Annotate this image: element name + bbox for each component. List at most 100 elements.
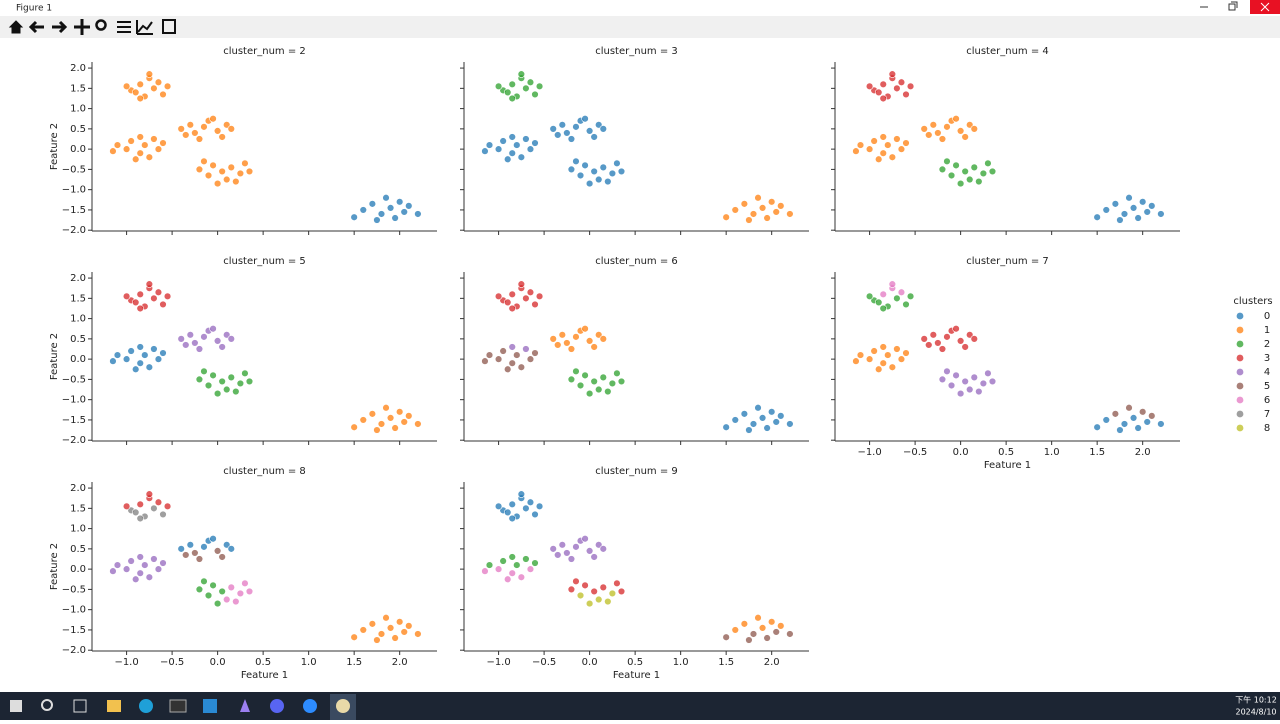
point bbox=[929, 331, 938, 339]
point bbox=[209, 161, 217, 170]
point bbox=[581, 161, 589, 170]
point bbox=[391, 214, 399, 222]
point bbox=[1138, 198, 1147, 206]
y-tick-label: −1.5 bbox=[62, 205, 86, 216]
task-view[interactable] bbox=[73, 699, 87, 713]
point bbox=[517, 280, 526, 288]
point bbox=[749, 210, 758, 218]
point bbox=[763, 634, 771, 642]
x-tick-label: 0.5 bbox=[627, 657, 643, 668]
point bbox=[745, 216, 753, 224]
zoom[interactable] bbox=[303, 699, 317, 713]
point bbox=[943, 123, 951, 131]
point bbox=[145, 70, 154, 78]
search-button[interactable] bbox=[41, 699, 53, 711]
point bbox=[113, 351, 122, 359]
point bbox=[513, 561, 521, 569]
point bbox=[368, 200, 377, 208]
point bbox=[494, 502, 503, 511]
point bbox=[897, 145, 906, 153]
point bbox=[159, 349, 167, 357]
point bbox=[1148, 202, 1156, 210]
point bbox=[136, 343, 144, 351]
axes-button[interactable] bbox=[136, 20, 153, 35]
point bbox=[204, 591, 213, 600]
point bbox=[572, 577, 580, 585]
point bbox=[503, 298, 512, 307]
legend-marker bbox=[1236, 312, 1244, 320]
facet-title: cluster_num = 3 bbox=[595, 46, 678, 57]
point bbox=[159, 510, 167, 519]
legend-marker bbox=[1236, 340, 1244, 348]
point bbox=[150, 294, 158, 303]
point bbox=[970, 373, 978, 382]
point bbox=[136, 149, 144, 157]
legend-label: 1 bbox=[1264, 325, 1270, 336]
point bbox=[888, 153, 897, 161]
back-button[interactable] bbox=[28, 20, 44, 34]
point bbox=[127, 347, 135, 355]
save-button[interactable] bbox=[162, 19, 176, 34]
point bbox=[503, 508, 512, 517]
point bbox=[508, 500, 516, 508]
point bbox=[874, 365, 883, 373]
point bbox=[595, 175, 603, 184]
point bbox=[159, 90, 167, 99]
discord[interactable] bbox=[270, 699, 284, 713]
point bbox=[481, 147, 489, 155]
point bbox=[531, 139, 539, 147]
configure-button[interactable] bbox=[117, 21, 131, 33]
legend-marker bbox=[1236, 410, 1244, 418]
home-button[interactable] bbox=[8, 20, 24, 34]
edge[interactable] bbox=[139, 699, 153, 713]
app[interactable] bbox=[240, 699, 250, 712]
point bbox=[236, 379, 245, 388]
legend-marker bbox=[1236, 424, 1244, 432]
point bbox=[879, 80, 887, 88]
point bbox=[191, 339, 199, 347]
window-controls[interactable] bbox=[1200, 1, 1238, 11]
point bbox=[241, 579, 249, 588]
point bbox=[526, 355, 535, 363]
facet-title: cluster_num = 9 bbox=[595, 466, 678, 477]
explorer[interactable] bbox=[107, 700, 121, 712]
legend-title: clusters bbox=[1233, 296, 1272, 307]
point bbox=[177, 545, 185, 553]
y-tick-label: 2.0 bbox=[70, 63, 86, 74]
clock-time: 下午 10:12 bbox=[1235, 695, 1277, 705]
start-button[interactable] bbox=[10, 700, 22, 712]
point bbox=[884, 351, 892, 359]
vscode[interactable] bbox=[203, 699, 217, 713]
point bbox=[1157, 420, 1165, 428]
forward-button[interactable] bbox=[52, 20, 68, 34]
facet-title: cluster_num = 6 bbox=[595, 256, 678, 267]
point bbox=[414, 630, 422, 638]
point bbox=[195, 345, 204, 353]
point bbox=[947, 381, 956, 390]
point bbox=[865, 292, 874, 301]
point bbox=[777, 412, 785, 420]
point bbox=[947, 171, 956, 180]
point bbox=[961, 133, 969, 141]
point bbox=[141, 561, 149, 569]
point bbox=[608, 379, 617, 388]
point bbox=[585, 127, 594, 135]
point bbox=[503, 155, 512, 163]
point bbox=[1116, 426, 1124, 434]
terminal[interactable] bbox=[169, 699, 187, 713]
point bbox=[350, 213, 358, 221]
close-icon bbox=[1260, 2, 1270, 12]
point bbox=[897, 288, 906, 296]
zoom-button[interactable] bbox=[95, 19, 107, 31]
y-tick-label: 0.5 bbox=[70, 124, 86, 135]
point bbox=[1093, 423, 1101, 431]
point bbox=[938, 345, 947, 353]
y-tick-label: 0.0 bbox=[70, 564, 86, 575]
x-tick-label: −1.0 bbox=[486, 657, 510, 668]
y-axis-label: Feature 2 bbox=[49, 123, 60, 170]
point bbox=[758, 624, 767, 632]
point bbox=[599, 335, 607, 343]
pan-button[interactable] bbox=[74, 19, 90, 35]
point bbox=[350, 633, 358, 641]
point bbox=[777, 202, 785, 210]
